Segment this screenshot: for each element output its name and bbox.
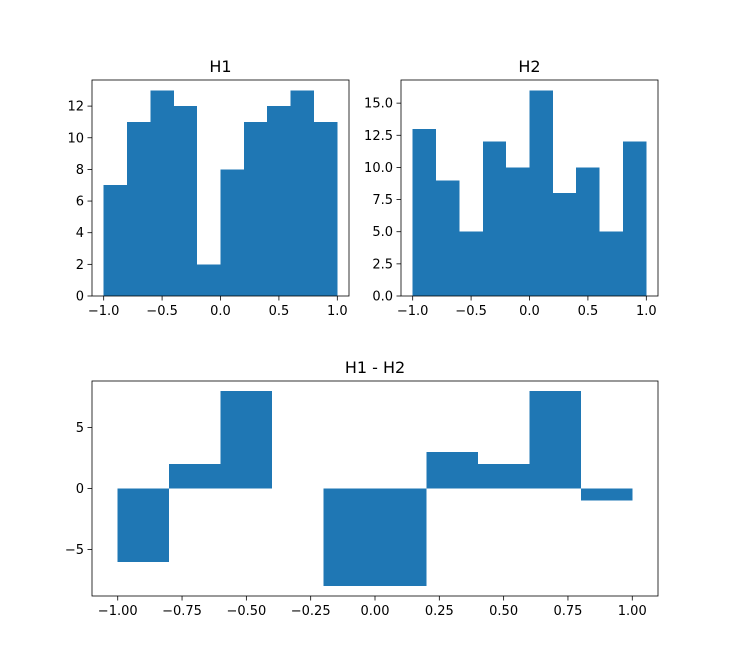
diff-bar-1	[169, 464, 221, 489]
h2-ytick-label-1: 2.5	[372, 257, 393, 272]
diff-xtick-label-0: −1.00	[98, 604, 138, 619]
h1-xtick-label-2: 0.0	[210, 304, 231, 319]
diff-title: H1 - H2	[345, 358, 405, 377]
diff-xtick-label-2: −0.50	[226, 604, 266, 619]
h2-bar-7	[576, 167, 600, 296]
diff-xtick-label-7: 0.75	[553, 604, 582, 619]
h2-bar-6	[552, 193, 577, 296]
h1-ytick-label-3: 6	[76, 195, 84, 210]
h1-xtick-label-3: 0.5	[269, 304, 290, 319]
diff-xtick-label-8: 1.00	[618, 604, 647, 619]
h1-xtick-label-1: −0.5	[146, 304, 178, 319]
diff-xtick-label-4: 0.00	[361, 604, 390, 619]
diff-xtick-label-3: −0.25	[291, 604, 331, 619]
h2-xtick-label-1: −0.5	[455, 304, 487, 319]
diff-ytick-label-1: 0	[76, 482, 84, 497]
diff-xtick-label-5: 0.25	[425, 604, 454, 619]
h2-ytick-label-2: 5.0	[372, 225, 393, 240]
h1-bar-2	[150, 90, 174, 297]
h1-bar-6	[243, 121, 268, 296]
h1-bar-0	[103, 185, 128, 296]
h1-bar-7	[267, 106, 291, 296]
h2-bar-3	[482, 141, 507, 296]
subplot-h2: −1.0 −0.5 0.0 0.5 1.0 0.0 2.5 5.0 7.5 10.0 12.5 15.…	[364, 57, 659, 319]
diff-xtick-label-6: 0.50	[489, 604, 518, 619]
h1-bar-4	[197, 264, 221, 296]
h2-title: H2	[518, 57, 540, 76]
diff-bar-2	[220, 390, 273, 489]
h2-xtick-label-3: 0.5	[578, 304, 599, 319]
h2-bar-2	[459, 231, 483, 296]
h2-ytick-label-6: 15.0	[364, 97, 393, 112]
h2-xtick-label-0: −1.0	[397, 304, 429, 319]
diff-bar-0	[117, 488, 170, 562]
h1-bar-9	[313, 121, 338, 296]
diff-bar-4	[323, 488, 375, 587]
h1-ytick-label-6: 12	[67, 100, 84, 115]
h2-ytick-label-4: 10.0	[364, 161, 393, 176]
h1-title: H1	[209, 57, 231, 76]
h1-ytick-label-4: 8	[76, 163, 84, 178]
diff-ytick-label-0: −5	[65, 543, 84, 558]
h2-xtick-label-2: 0.0	[519, 304, 540, 319]
h2-bar-4	[506, 167, 530, 296]
h1-ytick-label-1: 2	[76, 258, 84, 273]
h1-ytick-label-0: 0	[76, 290, 84, 305]
h1-bar-8	[290, 90, 314, 297]
diff-ytick-label-2: 5	[76, 421, 84, 436]
h2-bar-9	[622, 141, 647, 296]
h2-bar-0	[412, 128, 437, 296]
h2-bar-5	[529, 90, 553, 297]
h2-ytick-label-0: 0.0	[372, 290, 393, 305]
h1-xtick-label-4: 1.0	[327, 304, 348, 319]
h2-bar-8	[599, 231, 623, 296]
diff-bar-6	[426, 451, 478, 489]
h1-bar-5	[220, 169, 244, 296]
subplot-h1: −1.0 −0.5 0.0 0.5 1.0 0 2 4 6 8 10 12 H1	[67, 57, 350, 319]
h2-bar-1	[436, 180, 460, 296]
h1-ytick-label-2: 4	[76, 226, 84, 241]
diff-bar-9	[580, 488, 633, 501]
subplot-h1-minus-h2: −1.00 −0.75 −0.50 −0.25 0.00 0.25 0.50 0.75 1.00…	[65, 358, 659, 619]
h1-bar-1	[127, 121, 151, 296]
diff-bar-7	[477, 464, 530, 489]
h1-ytick-label-5: 10	[67, 131, 84, 146]
h2-ytick-label-3: 7.5	[372, 193, 393, 208]
diff-bar-5	[375, 488, 427, 587]
diff-bar-8	[529, 390, 581, 489]
h2-xtick-label-4: 1.0	[636, 304, 657, 319]
h1-xtick-label-0: −1.0	[88, 304, 120, 319]
diff-xtick-label-1: −0.75	[162, 604, 202, 619]
h2-ytick-label-5: 12.5	[364, 129, 393, 144]
h1-bar-3	[173, 106, 198, 296]
